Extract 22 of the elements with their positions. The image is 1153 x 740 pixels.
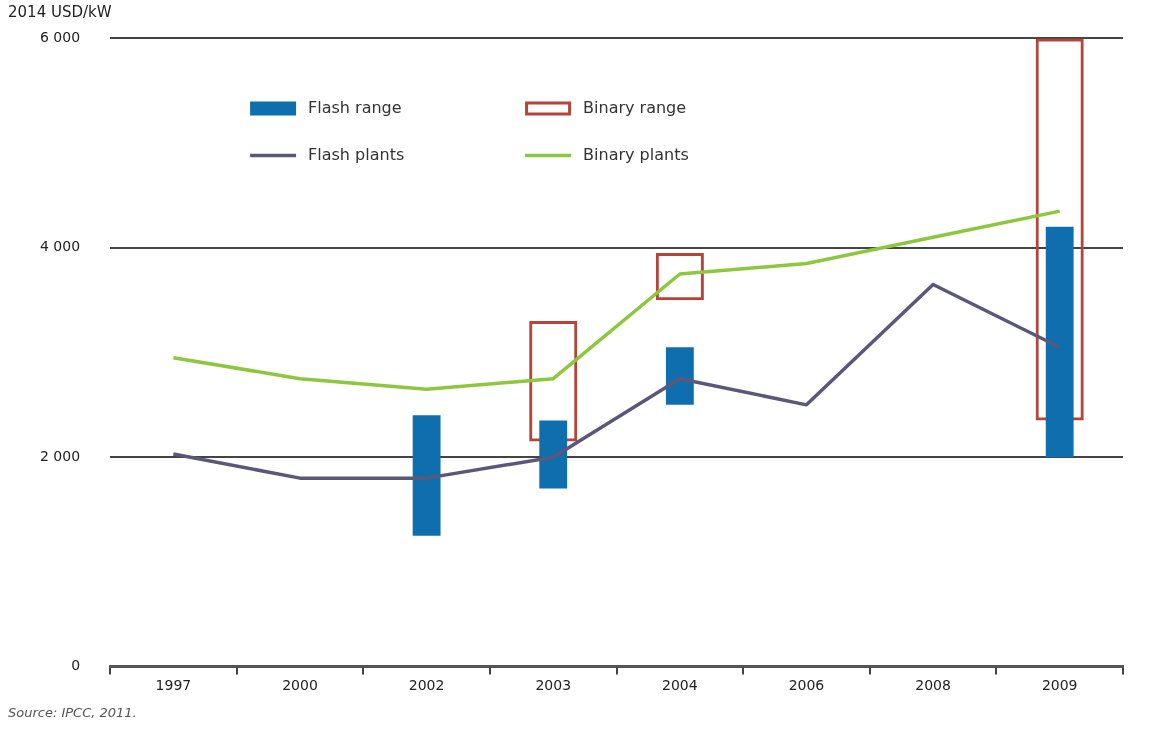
bar (412, 415, 441, 536)
x-tick-label: 2003 (535, 676, 572, 693)
x-tick-label: 1997 (155, 676, 192, 693)
bar (539, 420, 568, 489)
legend-label: Flash plants (308, 144, 405, 164)
legend-label: Flash range (308, 97, 402, 117)
bar (665, 347, 694, 405)
x-tick-label: 2000 (282, 676, 318, 693)
source-note: Source: IPCC, 2011. (8, 705, 138, 720)
bar (1045, 226, 1074, 458)
x-tick-label: 2009 (1041, 676, 1078, 693)
y-axis-title: 2014 USD/kW (8, 3, 112, 22)
y-tick-label: 6 000 (39, 29, 81, 46)
legend-label: Binary range (583, 97, 687, 117)
x-tick-label: 2004 (662, 676, 698, 693)
x-tick-label: 2006 (788, 676, 825, 693)
x-tick-label: 2008 (915, 676, 951, 693)
y-tick-label: 0 (71, 657, 81, 674)
y-tick-label: 4 000 (39, 238, 81, 255)
y-tick-label: 2 000 (39, 447, 81, 464)
x-tick-label: 2002 (408, 676, 445, 693)
legend-label: Binary plants (583, 144, 689, 164)
